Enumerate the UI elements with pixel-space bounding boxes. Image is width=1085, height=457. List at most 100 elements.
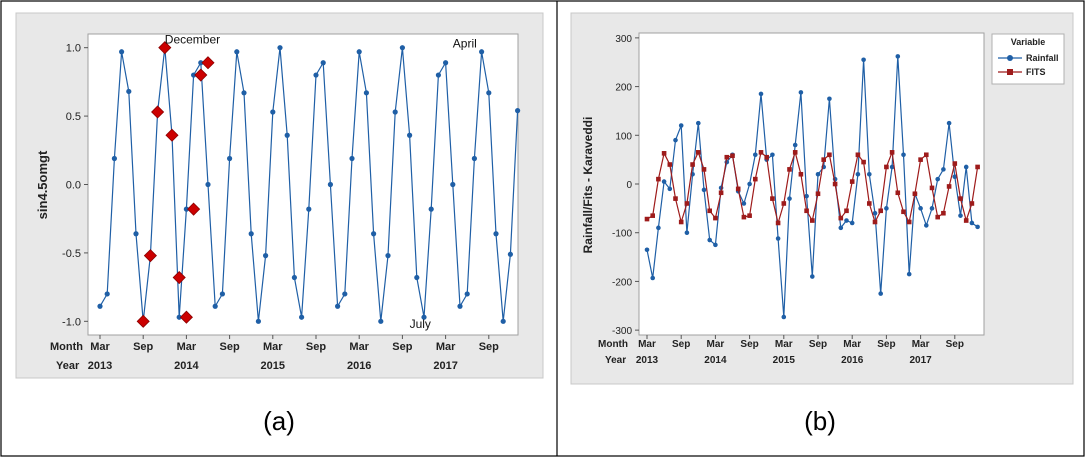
a-x-year-label: 2017 — [433, 360, 457, 372]
b-data-point — [958, 196, 963, 201]
a-data-point — [111, 155, 117, 162]
b-data-point — [696, 120, 701, 126]
a-data-point — [327, 181, 333, 188]
b-data-point — [753, 152, 758, 158]
a-data-point — [457, 303, 463, 309]
b-data-point — [810, 218, 815, 223]
b-data-point — [832, 181, 838, 187]
b-data-point — [730, 153, 735, 159]
b-y-tick-label: -300 — [612, 326, 632, 337]
a-data-point — [291, 274, 297, 281]
a-data-point — [191, 72, 197, 78]
b-data-point — [924, 152, 929, 158]
a-annotation: December — [165, 33, 220, 47]
b-data-point — [849, 220, 855, 226]
b-data-point — [810, 274, 815, 279]
b-data-point — [741, 214, 747, 220]
b-data-point — [713, 215, 718, 221]
b-data-point — [901, 152, 906, 158]
a-data-point — [435, 72, 441, 78]
b-data-point — [644, 247, 650, 253]
b-data-point — [792, 142, 798, 148]
b-data-point — [707, 237, 712, 243]
b-data-point — [656, 225, 661, 231]
a-data-point — [450, 181, 456, 188]
a-annotation: April — [453, 37, 477, 51]
a-x-month-label: Sep — [220, 341, 240, 353]
b-data-point — [701, 167, 707, 172]
a-data-point — [515, 108, 521, 114]
b-data-point — [753, 176, 758, 182]
legend-fits-marker — [1007, 69, 1013, 75]
b-data-point — [696, 150, 701, 155]
b-data-point — [792, 150, 798, 155]
a-data-point — [212, 303, 218, 309]
b-data-point — [838, 225, 844, 231]
a-data-point — [227, 155, 233, 162]
b-x-year-label: 2015 — [773, 355, 796, 366]
b-data-point — [872, 210, 878, 216]
b-data-point — [889, 164, 895, 170]
b-data-point — [901, 209, 906, 215]
a-data-point — [97, 303, 103, 309]
b-y-tick-label: 100 — [615, 131, 632, 142]
b-data-point — [775, 220, 781, 226]
a-data-point — [284, 132, 290, 138]
b-data-point — [827, 152, 832, 158]
a-data-point — [486, 90, 492, 96]
a-data-point — [378, 318, 384, 324]
b-data-point — [787, 167, 792, 172]
a-x-month-label: Mar — [177, 341, 197, 353]
a-highlight-diamond — [165, 128, 179, 142]
b-data-point — [924, 223, 929, 228]
a-data-point — [320, 60, 326, 66]
b-data-point — [889, 150, 895, 155]
legend-title: Variable — [1011, 37, 1046, 47]
b-data-point — [644, 216, 650, 222]
a-y-tick-label: -0.5 — [62, 248, 81, 260]
a-data-point — [270, 109, 276, 115]
legend-box — [991, 33, 1065, 85]
b-data-point — [678, 219, 684, 225]
a-data-point — [313, 72, 319, 78]
b-data-point — [867, 171, 872, 177]
a-data-point — [255, 318, 261, 324]
a-data-point — [234, 49, 240, 55]
panel-b-month-row-label: Month — [598, 339, 628, 350]
a-data-point — [471, 155, 477, 162]
b-data-point — [946, 120, 952, 126]
a-x-month-label: Mar — [263, 341, 283, 353]
a-x-year-label: 2014 — [174, 360, 199, 372]
b-x-month-label: Sep — [946, 339, 964, 350]
a-data-point — [356, 49, 362, 55]
a-x-month-label: Sep — [133, 341, 153, 353]
a-x-month-label: Sep — [306, 341, 326, 353]
b-data-point — [815, 191, 821, 197]
panel-a-caption: (a) — [263, 406, 295, 436]
b-data-point — [895, 54, 901, 59]
b-data-point — [861, 57, 866, 63]
b-x-month-label: Mar — [638, 339, 656, 350]
b-data-point — [975, 224, 980, 230]
b-x-month-label: Mar — [912, 339, 930, 350]
b-data-point — [975, 164, 980, 170]
b-data-point — [787, 196, 792, 201]
a-data-point — [176, 314, 182, 320]
b-data-point — [855, 171, 861, 177]
b-data-point — [667, 186, 673, 192]
b-data-point — [650, 213, 655, 218]
b-x-month-label: Sep — [672, 339, 690, 350]
legend-fits-label: FITS — [1026, 67, 1046, 77]
b-data-point — [770, 196, 775, 201]
b-data-point — [741, 201, 747, 206]
b-data-point — [935, 214, 940, 220]
a-data-point — [342, 291, 348, 297]
a-data-point — [507, 251, 513, 257]
b-data-point — [701, 187, 707, 193]
b-data-point — [935, 176, 940, 182]
b-data-point — [724, 154, 730, 160]
a-data-point — [104, 291, 110, 297]
a-data-point — [335, 303, 341, 309]
panel-b-plot-area — [638, 32, 985, 336]
b-data-point — [650, 275, 655, 281]
